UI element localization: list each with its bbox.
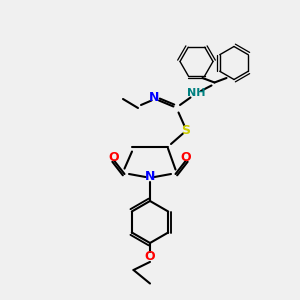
Text: N: N (145, 170, 155, 184)
Text: O: O (145, 250, 155, 263)
Text: O: O (109, 151, 119, 164)
Text: O: O (181, 151, 191, 164)
Text: NH: NH (187, 88, 206, 98)
Text: N: N (149, 91, 160, 104)
Text: S: S (182, 124, 190, 137)
